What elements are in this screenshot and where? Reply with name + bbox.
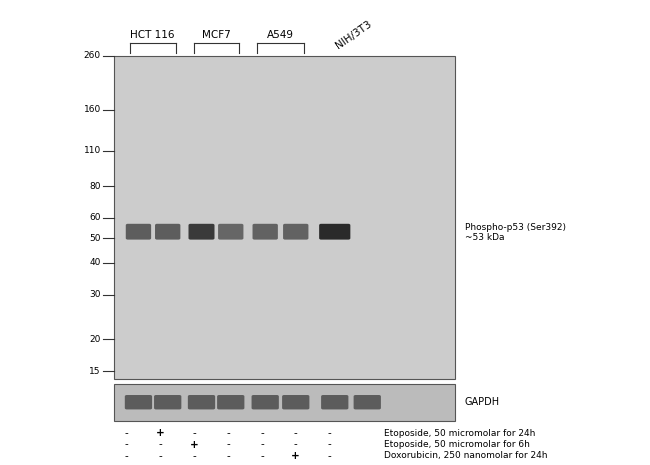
Text: Doxorubicin, 250 nanomolar for 24h: Doxorubicin, 250 nanomolar for 24h — [384, 451, 547, 460]
Text: -: - — [159, 439, 162, 450]
FancyBboxPatch shape — [218, 224, 243, 239]
Text: -: - — [125, 428, 129, 438]
FancyBboxPatch shape — [125, 395, 152, 410]
Text: A549: A549 — [267, 29, 294, 40]
Text: -: - — [260, 439, 264, 450]
Text: 50: 50 — [89, 233, 101, 243]
Text: +: + — [190, 439, 199, 450]
Text: +: + — [156, 428, 165, 438]
FancyBboxPatch shape — [282, 395, 309, 410]
Text: -: - — [328, 428, 332, 438]
FancyBboxPatch shape — [188, 395, 215, 410]
Text: 40: 40 — [90, 259, 101, 267]
Text: HCT 116: HCT 116 — [131, 29, 175, 40]
Text: -: - — [159, 451, 162, 461]
Text: -: - — [294, 428, 298, 438]
Text: 80: 80 — [89, 182, 101, 191]
Text: 60: 60 — [89, 213, 101, 222]
Text: -: - — [192, 428, 196, 438]
Text: -: - — [328, 451, 332, 461]
Text: -: - — [328, 439, 332, 450]
FancyBboxPatch shape — [155, 224, 180, 239]
FancyBboxPatch shape — [188, 224, 215, 239]
Text: 110: 110 — [83, 146, 101, 155]
Text: -: - — [125, 451, 129, 461]
Text: 260: 260 — [84, 51, 101, 60]
FancyBboxPatch shape — [154, 395, 181, 410]
Text: Etoposide, 50 micromolar for 6h: Etoposide, 50 micromolar for 6h — [384, 440, 529, 449]
Text: NIH/3T3: NIH/3T3 — [334, 19, 374, 51]
FancyBboxPatch shape — [354, 395, 381, 410]
Text: -: - — [192, 451, 196, 461]
FancyBboxPatch shape — [252, 395, 279, 410]
Text: -: - — [226, 428, 230, 438]
Text: GAPDH: GAPDH — [465, 397, 500, 407]
Text: 20: 20 — [90, 335, 101, 344]
Text: +: + — [291, 451, 300, 461]
Text: -: - — [260, 428, 264, 438]
Text: -: - — [226, 439, 230, 450]
FancyBboxPatch shape — [283, 224, 309, 239]
Bar — [114, 56, 455, 379]
FancyBboxPatch shape — [126, 224, 151, 239]
Bar — [114, 384, 455, 421]
Text: 30: 30 — [89, 290, 101, 299]
Text: -: - — [226, 451, 230, 461]
Text: ~53 kDa: ~53 kDa — [465, 233, 504, 242]
FancyBboxPatch shape — [319, 224, 350, 239]
Text: -: - — [125, 439, 129, 450]
Text: Etoposide, 50 micromolar for 24h: Etoposide, 50 micromolar for 24h — [384, 429, 535, 438]
Text: 160: 160 — [83, 105, 101, 114]
Text: 15: 15 — [89, 367, 101, 376]
Text: -: - — [260, 451, 264, 461]
Text: Phospho-p53 (Ser392): Phospho-p53 (Ser392) — [465, 223, 566, 232]
FancyBboxPatch shape — [217, 395, 244, 410]
FancyBboxPatch shape — [252, 224, 278, 239]
Text: MCF7: MCF7 — [202, 29, 231, 40]
Text: -: - — [294, 439, 298, 450]
FancyBboxPatch shape — [321, 395, 348, 410]
